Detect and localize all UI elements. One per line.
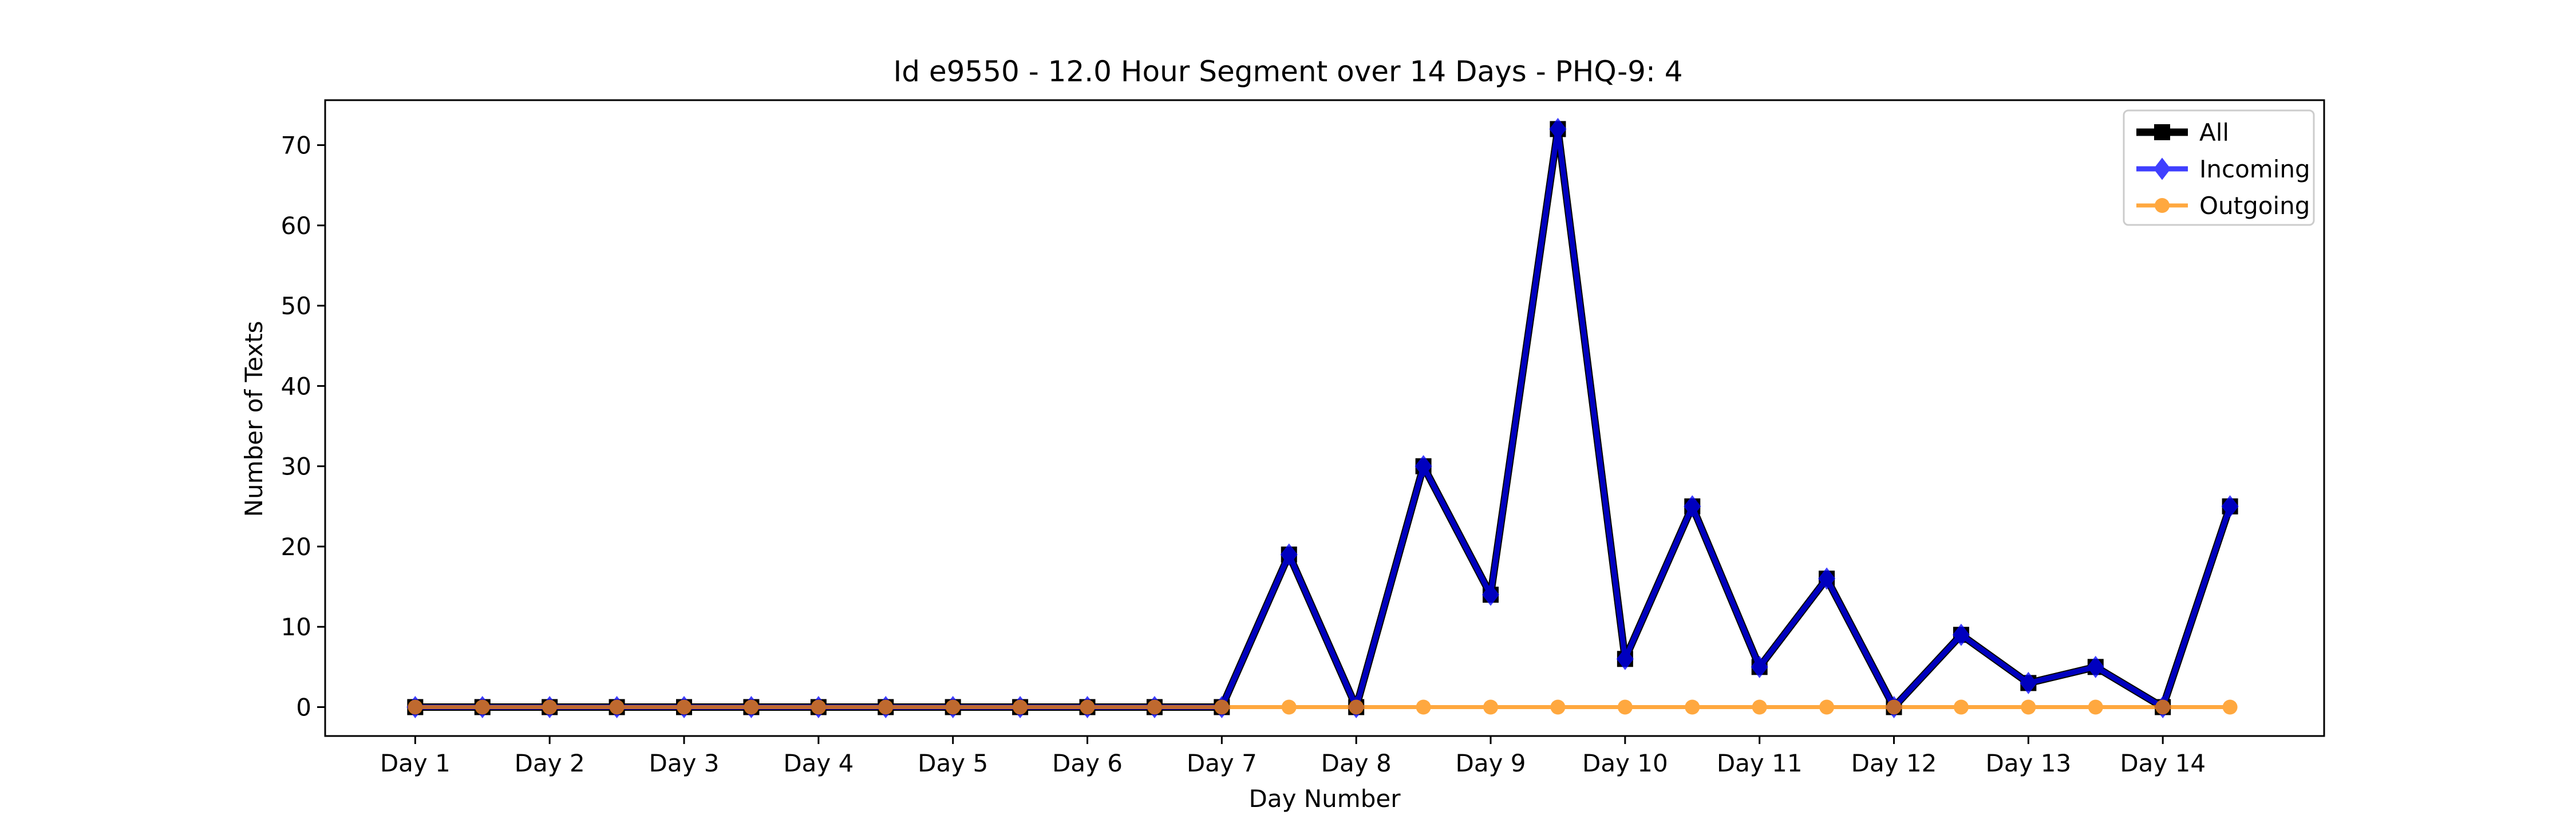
x-axis-label: Day Number (1249, 785, 1401, 813)
x-tick-label: Day 14 (2120, 749, 2206, 777)
data-point-outgoing (475, 699, 490, 715)
data-point-outgoing (1819, 699, 1835, 715)
data-point-outgoing (811, 699, 826, 715)
data-point-incoming (1751, 655, 1768, 678)
legend-item (2136, 157, 2188, 180)
x-tick-label: Day 3 (649, 749, 720, 777)
data-point-outgoing (2021, 699, 2036, 715)
data-point-outgoing (408, 699, 423, 715)
y-tick-label: 0 (296, 694, 311, 722)
data-point-outgoing (2088, 699, 2103, 715)
data-point-outgoing (1080, 699, 1095, 715)
x-tick-label: Day 11 (1717, 749, 1803, 777)
plot-area-frame (324, 99, 2325, 737)
legend-marker-swatch (2154, 124, 2170, 140)
data-point-incoming (2020, 671, 2037, 694)
legend-marker-swatch (2155, 198, 2170, 213)
legend-label: All (2199, 118, 2229, 147)
y-axis-label: Number of Texts (240, 321, 268, 517)
legend-item (2136, 124, 2188, 140)
data-point-outgoing (1617, 699, 1633, 715)
data-point-outgoing (609, 699, 625, 715)
x-tick-label: Day 8 (1321, 749, 1392, 777)
x-tick-label: Day 5 (918, 749, 988, 777)
data-point-outgoing (1752, 699, 1767, 715)
legend-label: Outgoing (2199, 192, 2310, 220)
x-tick-label: Day 4 (783, 749, 854, 777)
data-point-outgoing (2222, 699, 2238, 715)
data-point-outgoing (1281, 699, 1297, 715)
data-point-outgoing (878, 699, 894, 715)
y-tick-label: 50 (281, 292, 311, 320)
data-point-incoming (1818, 567, 1836, 590)
data-point-incoming (1616, 647, 1634, 670)
data-point-outgoing (1416, 699, 1431, 715)
data-point-outgoing (1953, 699, 1969, 715)
data-point-outgoing (1147, 699, 1162, 715)
data-point-outgoing (1013, 699, 1028, 715)
data-point-incoming (1415, 455, 1432, 478)
data-point-outgoing (1349, 699, 1364, 715)
y-tick-label: 40 (281, 372, 311, 400)
data-point-outgoing (744, 699, 759, 715)
y-tick-label: 20 (281, 533, 311, 561)
series-layer (406, 118, 2239, 718)
x-tick-label: Day 9 (1456, 749, 1526, 777)
x-tick-label: Day 6 (1052, 749, 1123, 777)
data-point-outgoing (1886, 699, 1902, 715)
y-tick-label: 10 (281, 613, 311, 641)
legend: All Incoming Outgoing (2123, 109, 2315, 226)
data-point-outgoing (1483, 699, 1499, 715)
data-point-incoming (1684, 495, 1701, 518)
data-point-incoming (1280, 543, 1298, 566)
x-axis: Day 1 Day 2 Day 3 Day 4 Day 5 Day 6 Day 7 Day 8… (380, 736, 2206, 777)
x-tick-label: Day 2 (515, 749, 585, 777)
data-point-outgoing (542, 699, 558, 715)
y-tick-label: 70 (281, 132, 311, 160)
data-point-incoming (1482, 583, 1500, 606)
x-tick-label: Day 10 (1582, 749, 1668, 777)
data-point-incoming (1952, 623, 1970, 646)
data-point-incoming (1549, 118, 1567, 140)
x-tick-label: Day 13 (1985, 749, 2071, 777)
legend-box (2123, 109, 2315, 226)
data-point-incoming (2087, 655, 2104, 678)
data-point-outgoing (945, 699, 961, 715)
data-point-incoming (2221, 495, 2239, 518)
data-point-outgoing (677, 699, 692, 715)
y-axis: 0 10 20 30 40 50 60 70 (281, 132, 325, 722)
data-point-outgoing (1685, 699, 1700, 715)
x-tick-label: Day 1 (380, 749, 451, 777)
data-point-outgoing (1214, 699, 1230, 715)
data-point-outgoing (1550, 699, 1566, 715)
x-tick-label: Day 12 (1851, 749, 1937, 777)
y-tick-label: 30 (281, 453, 311, 481)
chart-title: Id e9550 - 12.0 Hour Segment over 14 Day… (893, 55, 1682, 88)
data-point-outgoing (2155, 699, 2171, 715)
y-tick-label: 60 (281, 212, 311, 240)
legend-marker-swatch (2154, 157, 2171, 180)
legend-label: Incoming (2199, 155, 2310, 183)
series-outgoing (408, 699, 2238, 715)
legend-item (2136, 198, 2188, 213)
x-tick-label: Day 7 (1187, 749, 1257, 777)
